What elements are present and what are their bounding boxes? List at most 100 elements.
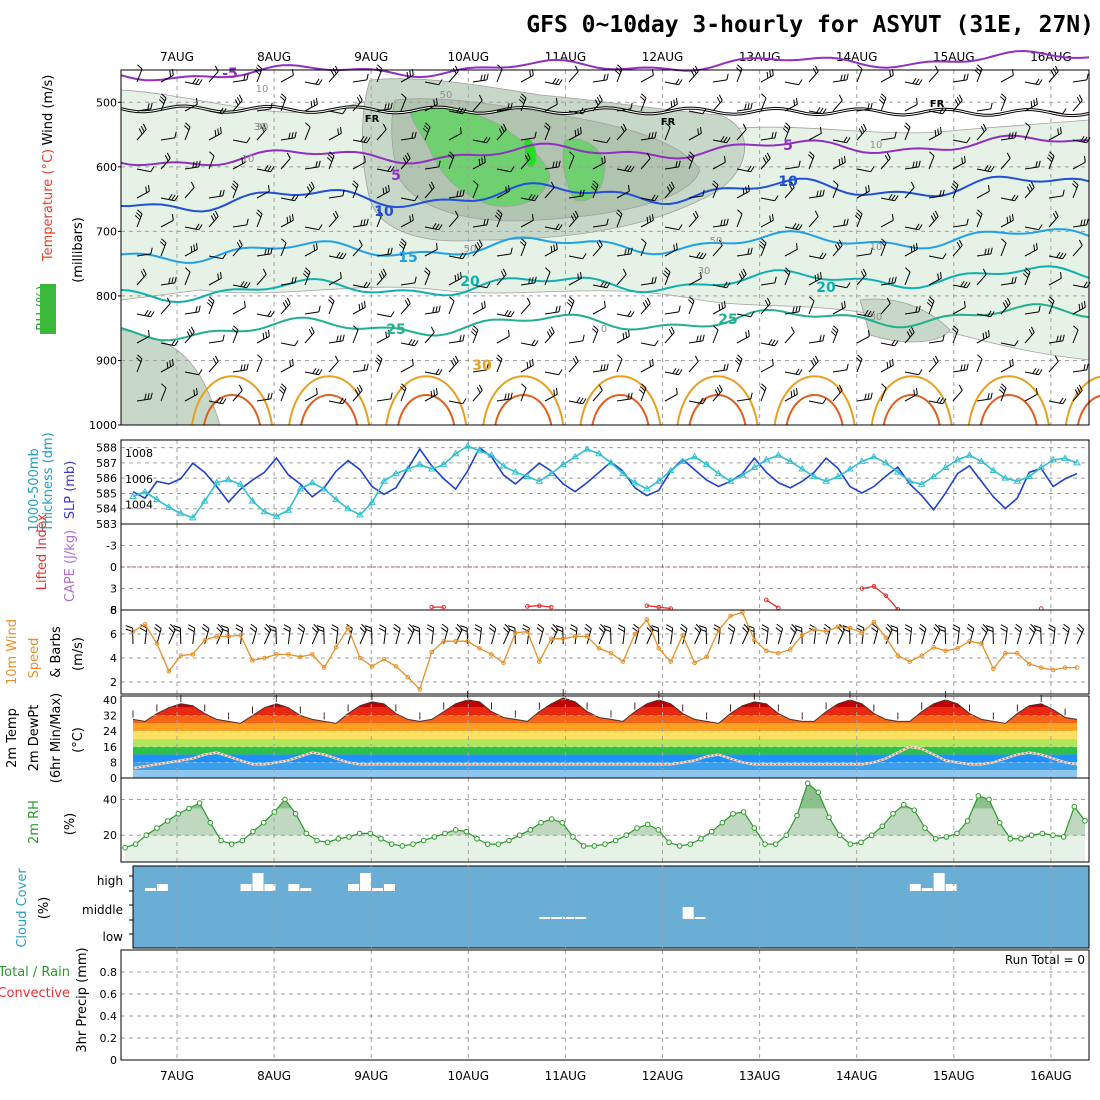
thickness-marker [965,451,974,458]
wind-barb-feather [264,248,267,255]
wind-barb-feather [486,282,491,289]
precip-tick: 0.4 [100,1010,118,1023]
wind-barb-feather [474,244,479,251]
wind-barb-feather [718,94,723,101]
wind-barb-feather [412,628,420,632]
rh-marker [388,841,395,847]
wind-barb-feather [651,132,654,139]
rh-marker [868,832,875,838]
isotherm-label: 20 [816,280,836,296]
isotherm-label: 30 [472,358,492,374]
wind-barb-feather [140,624,148,629]
rh-marker [559,819,566,826]
wind-barb [424,226,439,231]
wind-barb [280,387,287,402]
rh-marker [986,796,992,803]
isotherm-30 [676,375,759,426]
wind-barb [712,329,719,344]
wind-barb-feather [942,398,947,405]
wind-barb-feather [555,161,558,168]
wind-barb-feather [217,273,220,280]
wind-barb [736,274,747,286]
temp2m-panel: IIIIIIIIIIIIIIIIIIIIIIIIIIIIIIIIIIIIIIII… [103,688,1090,785]
wind-barb-feather [966,627,974,633]
wind-barb-feather [723,364,726,371]
wind-barb [928,340,943,344]
wind-barb-feather [726,363,729,371]
wind-barb [1000,303,1011,315]
wind-barb-feather [411,339,416,346]
wind-barb-feather [174,131,177,139]
wind-barb-feather [476,386,481,394]
wind-barb [952,306,966,315]
wind-barb-feather [422,128,429,134]
wind-barb [712,161,726,170]
cloud-bar [694,917,706,919]
wind-barb-feather [219,126,222,134]
wind-barb-feather [315,368,320,375]
wind-barb-feather [137,209,143,215]
wind-barb-feather [1080,219,1083,226]
wind-barb [760,197,775,202]
wind-barb [736,358,743,373]
wind-barb [976,213,983,228]
wind-barb-feather [254,70,261,76]
wind-barb [400,242,407,257]
wind-barb-feather [529,360,532,367]
wind-barb-feather [694,627,701,633]
wind-barb-feather [723,300,726,308]
wind-barb [352,100,363,112]
thickness-marker [439,460,448,467]
wind-barb-feather [1052,67,1057,75]
wind-barb-feather [291,213,294,221]
wind-barb-feather [766,71,769,79]
wind-barb [448,195,463,199]
wind-barb [472,79,487,83]
wind-barb-feather [1078,384,1083,391]
wind-barb-feather [427,624,434,629]
wind-barb [304,166,319,170]
wind-barb [184,271,191,286]
wind-barb-feather [329,151,335,157]
wind-barb-feather [794,625,802,629]
wind-barb [448,255,463,260]
wind-barb [448,361,459,373]
wind-barb-feather [1009,360,1012,367]
wind-barb-feather [999,386,1006,392]
wind-barb-feather [884,154,889,162]
wind-barb-feather [915,306,918,313]
wind-speed-marker [465,638,470,644]
wind-barb [664,311,679,315]
wind-barb [184,103,198,112]
wind-barb [976,398,991,402]
wind-barb-feather [455,627,462,633]
wind-barb-feather [794,628,803,632]
wind-barb-feather [574,355,579,362]
wind-barb-feather [720,219,723,226]
wind-speed-marker [405,674,411,680]
wind-barb [880,342,895,347]
wind-barb-feather [750,166,755,173]
wind-barb-feather [1033,625,1041,629]
wind-barb-feather [822,253,827,260]
wind-barb [352,184,359,199]
wind-speed-marker [333,644,339,650]
wind-barb-feather [630,166,635,173]
thickness-marker [1001,474,1010,481]
thickness-marker [989,466,998,474]
wind-barb-feather [174,195,179,202]
panel-axis-label: 2m Temp [5,708,20,768]
wind-barb [256,168,271,173]
wind-barb-feather [298,623,305,629]
wind-barb-feather [990,166,995,173]
wind-barb [424,166,439,170]
wind-barb [400,137,415,141]
wind-barb-feather [1080,135,1085,142]
wind-barb-feather [212,357,217,365]
wind-barb-feather [1071,183,1078,189]
wind-barb [184,371,199,376]
wind-barb [232,139,247,144]
wind-barb-feather [502,123,507,130]
wind-barb-feather [385,331,388,338]
wind-barb-feather [257,209,263,215]
